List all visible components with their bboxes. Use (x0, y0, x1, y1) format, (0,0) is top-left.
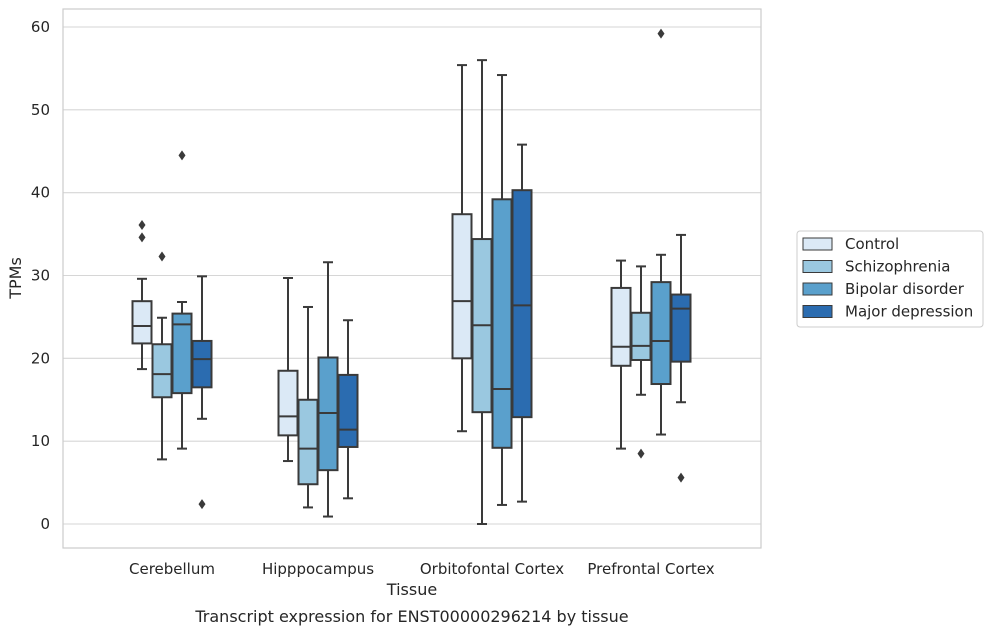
box-bipolar-disorder (491, 74, 513, 506)
box-major-depression (670, 233, 692, 483)
legend-swatch (802, 260, 833, 273)
outlier-point (158, 251, 166, 262)
x-axis-title: Tissue (386, 580, 437, 599)
x-axis-ticks: Cerebellum Hipppocampus Orbitofontal Corte… (129, 560, 715, 578)
box-schizophrenia (297, 305, 319, 509)
y-tick-label: 60 (31, 18, 50, 36)
y-tick-label: 30 (31, 267, 50, 285)
box-body (191, 339, 213, 389)
box-control (131, 219, 153, 371)
grid-lines (63, 26, 761, 525)
box-bipolar-disorder (650, 28, 672, 436)
box-bipolar-disorder (171, 150, 193, 450)
box-body (670, 293, 692, 363)
box-body (650, 281, 672, 386)
y-tick-label: 10 (31, 432, 50, 450)
box-major-depression (191, 275, 213, 510)
box-body (337, 373, 359, 448)
outlier-point (138, 232, 146, 243)
plot-frame (62, 8, 762, 549)
outlier-point (637, 448, 645, 459)
box-body (151, 343, 173, 399)
box-body (451, 213, 473, 360)
box-body (297, 398, 319, 486)
box-body (630, 311, 652, 361)
outlier-point (657, 28, 665, 39)
box-major-depression (337, 319, 359, 500)
outlier-point (138, 219, 146, 230)
legend-label: Major depression (845, 303, 973, 321)
x-tick-label: Hipppocampus (262, 560, 374, 578)
box-schizophrenia (630, 265, 652, 459)
outlier-point (677, 472, 685, 483)
box-control (610, 259, 632, 450)
box-body (610, 286, 632, 367)
x-tick-label: Cerebellum (129, 560, 215, 578)
box-control (277, 276, 299, 463)
y-axis-title: TPMs (6, 257, 25, 300)
y-tick-label: 40 (31, 184, 50, 202)
box-body (277, 369, 299, 437)
y-tick-label: 0 (40, 515, 50, 533)
x-tick-label: Orbitofontal Cortex (420, 560, 564, 578)
legend-label: Bipolar disorder (845, 280, 965, 298)
outlier-point (178, 150, 186, 161)
legend-swatch (802, 282, 833, 296)
legend-label: Control (845, 235, 899, 253)
legend-swatch (802, 237, 833, 251)
legend-label: Schizophrenia (845, 258, 950, 276)
y-axis-ticks: 0 10 20 30 40 50 60 (31, 18, 50, 533)
box-schizophrenia (471, 59, 493, 525)
box-body (511, 189, 533, 419)
outlier-point (198, 499, 206, 510)
box-body (491, 198, 513, 449)
legend-swatch (802, 305, 833, 318)
x-tick-label: Prefrontal Cortex (587, 560, 714, 578)
box-schizophrenia (151, 251, 173, 461)
legend-frame (796, 230, 984, 328)
y-tick-label: 50 (31, 101, 50, 119)
legend: Control Schizophrenia Bipolar disorder Majo… (796, 230, 984, 328)
chart-caption: Transcript expression for ENST0000029621… (194, 607, 628, 626)
box-body (171, 312, 193, 395)
boxes (131, 28, 692, 525)
box-control (451, 64, 473, 433)
y-tick-label: 20 (31, 349, 50, 367)
box-bipolar-disorder (317, 261, 339, 518)
box-body (131, 300, 153, 345)
box-major-depression (511, 143, 533, 503)
